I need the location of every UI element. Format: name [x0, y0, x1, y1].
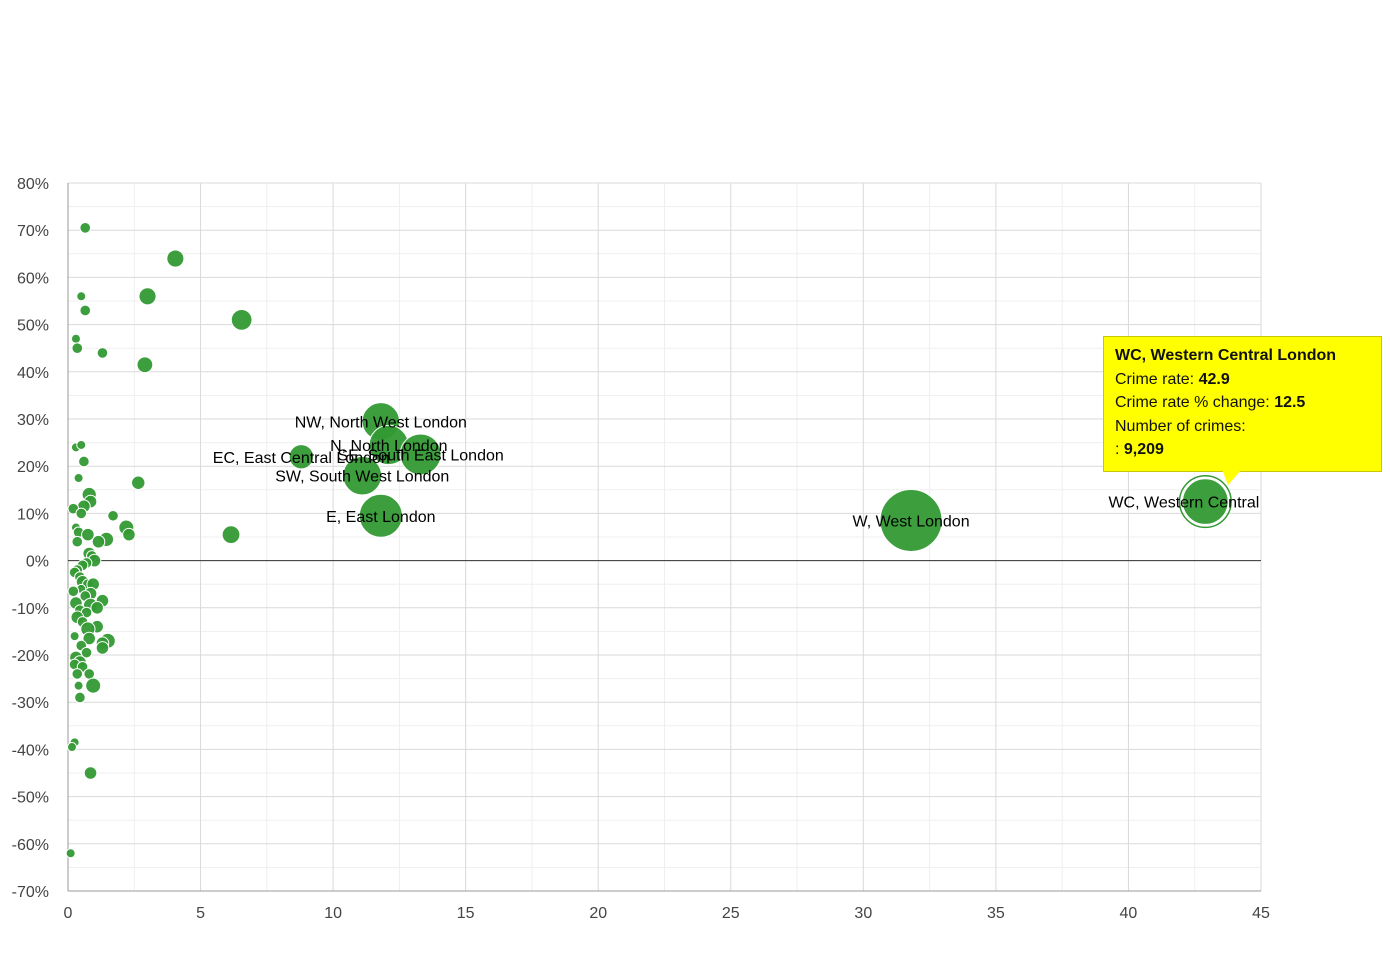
tooltip-change: Crime rate % change: 12.5	[1115, 391, 1371, 415]
x-tick-label: 10	[324, 905, 342, 922]
x-tick-label: 5	[196, 905, 205, 922]
bubble	[74, 691, 86, 704]
bubble-labels: NW, North West London N, North LondonSE, …	[213, 414, 1260, 530]
y-tick-label: 50%	[17, 318, 49, 335]
bubble	[122, 527, 136, 542]
bubble	[80, 646, 93, 659]
bubble	[91, 534, 106, 549]
y-tick-label: -10%	[12, 601, 49, 618]
y-tick-label: -20%	[12, 648, 49, 665]
tooltip-crimes-label: Number of crimes:	[1115, 417, 1246, 435]
x-tick-label: 45	[1252, 905, 1270, 922]
bubble	[95, 641, 110, 655]
bubble	[73, 473, 84, 483]
y-tick-label: 30%	[17, 412, 49, 429]
x-tick-label: 30	[854, 905, 872, 922]
x-tick-label: 0	[64, 905, 73, 922]
bubble-label: SW, South West London	[275, 469, 449, 486]
bubble	[221, 525, 241, 545]
x-tick-label: 40	[1120, 905, 1138, 922]
bubble	[70, 333, 81, 344]
bubble	[69, 631, 80, 642]
tooltip-crimes-prefix: :	[1115, 441, 1124, 458]
bubble	[65, 848, 76, 859]
x-tick-label: 20	[589, 905, 607, 922]
bubble	[83, 668, 96, 680]
tooltip-crime-rate: Crime rate: 42.9	[1115, 368, 1371, 392]
bubble	[131, 475, 146, 490]
bubble	[79, 222, 92, 234]
bubble	[90, 601, 104, 615]
labeled-bubble	[399, 433, 442, 476]
labeled-bubble	[1182, 478, 1229, 525]
y-tick-label: -60%	[12, 837, 49, 854]
tooltip-title: WC, Western Central London	[1115, 347, 1337, 364]
bubble-label: EC, East Central London	[213, 450, 390, 467]
bubble-label: E, East London	[326, 509, 435, 526]
bubble	[136, 356, 154, 374]
tooltip-change-label: Crime rate % change:	[1115, 394, 1275, 411]
bubble	[79, 304, 92, 317]
bubble	[138, 287, 157, 306]
bubble-label: NW, North West London	[295, 414, 467, 431]
y-tick-label: 80%	[17, 176, 49, 193]
bubble	[71, 668, 84, 680]
tooltip-crime-rate-value: 42.9	[1198, 370, 1230, 388]
y-tick-label: 10%	[17, 506, 49, 523]
bubble	[75, 507, 88, 520]
labeled-bubble	[879, 488, 943, 552]
bubble	[78, 455, 90, 468]
y-tick-label: -50%	[12, 790, 49, 807]
tooltip-change-value: 12.5	[1274, 394, 1306, 411]
x-tick-label: 35	[987, 905, 1005, 922]
bubble	[73, 680, 84, 691]
bubble-label: WC, Western Central	[1108, 495, 1259, 512]
y-tick-label: 40%	[17, 365, 49, 382]
tooltip-crime-rate-label: Crime rate:	[1115, 370, 1199, 388]
x-tick-label: 15	[457, 905, 475, 922]
grid-lines	[67, 182, 1262, 892]
selected-bubble-ring	[1178, 475, 1232, 529]
bubble	[66, 742, 77, 753]
bubble	[166, 249, 185, 268]
y-tick-label: -30%	[12, 695, 49, 712]
y-tick-label: 60%	[17, 270, 49, 287]
bubble	[82, 631, 96, 646]
tooltip-crimes: : 9,209	[1115, 438, 1371, 462]
x-tick-label: 25	[722, 905, 740, 922]
bubble	[83, 766, 98, 780]
bubble-label: N, North London	[330, 438, 447, 455]
labeled-bubble	[342, 455, 383, 496]
bubble	[71, 342, 84, 355]
bubble	[96, 347, 109, 359]
bubble	[67, 585, 80, 598]
bubble-label: W, West London	[852, 513, 969, 530]
y-tick-label: 0%	[26, 554, 49, 571]
tooltip-pointer	[1222, 469, 1242, 485]
y-tick-label: 70%	[17, 223, 49, 240]
y-tick-label: 20%	[17, 459, 49, 476]
bubble	[71, 535, 84, 548]
labeled-bubble	[358, 493, 403, 538]
bubble	[81, 527, 95, 542]
axes: 0 5 10 15 20 25 30 35 40 45 80% 70% 60% 50% 40% 30% 20% 1…	[12, 176, 1270, 922]
bubbles	[65, 222, 1232, 859]
bubble	[230, 309, 253, 331]
tooltip-crimes-value: 9,209	[1123, 441, 1164, 458]
y-tick-label: -70%	[12, 884, 49, 901]
bubble	[85, 677, 102, 694]
bubble	[107, 509, 119, 522]
y-tick-label: -40%	[12, 742, 49, 759]
bubble	[76, 439, 87, 450]
bubble	[76, 291, 87, 302]
labeled-bubble	[288, 444, 314, 470]
tooltip: WC, Western Central London Crime rate: 4…	[1103, 336, 1382, 472]
bubble-label: SE, South East London	[337, 447, 503, 464]
